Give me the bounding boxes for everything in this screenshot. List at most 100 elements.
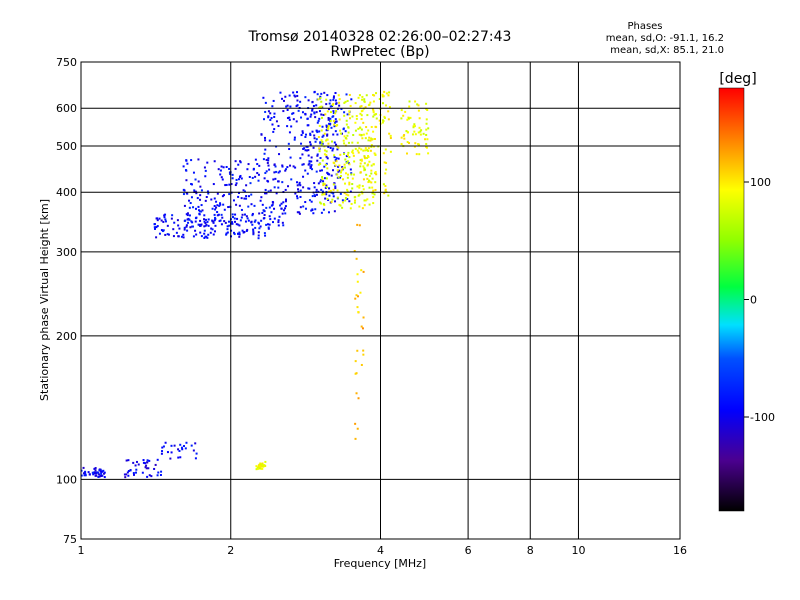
data-point xyxy=(221,178,224,181)
data-point xyxy=(205,223,208,226)
data-point xyxy=(203,166,206,169)
data-point xyxy=(353,173,356,176)
data-point xyxy=(307,99,310,102)
data-point xyxy=(302,175,305,178)
data-point xyxy=(425,122,428,125)
data-point xyxy=(327,145,330,148)
data-point xyxy=(142,459,145,462)
data-point xyxy=(425,107,428,110)
data-point xyxy=(359,171,362,174)
data-point xyxy=(324,163,327,166)
data-point xyxy=(290,178,293,181)
data-point xyxy=(307,187,310,190)
data-point xyxy=(310,164,313,167)
data-point xyxy=(163,216,166,219)
data-point xyxy=(322,182,325,185)
data-point xyxy=(226,225,229,228)
data-point xyxy=(347,126,350,129)
data-point xyxy=(273,186,276,189)
data-point xyxy=(311,168,314,171)
data-point xyxy=(296,184,299,187)
data-point xyxy=(185,213,188,216)
data-point xyxy=(179,443,182,446)
data-point xyxy=(98,475,101,478)
data-point xyxy=(326,94,329,97)
data-point xyxy=(343,163,346,166)
data-point xyxy=(413,130,416,133)
data-point xyxy=(135,460,138,463)
data-point xyxy=(273,207,276,210)
data-point xyxy=(339,171,342,174)
data-point xyxy=(196,197,199,200)
data-point xyxy=(146,459,149,462)
data-point xyxy=(329,189,332,192)
data-point xyxy=(261,463,264,466)
data-point xyxy=(145,464,148,467)
data-point xyxy=(351,183,354,186)
data-point xyxy=(414,100,417,103)
data-point xyxy=(313,182,316,185)
gridlines xyxy=(81,62,680,539)
data-point xyxy=(188,218,191,221)
data-point xyxy=(253,204,256,207)
data-point xyxy=(330,174,333,177)
data-point xyxy=(334,109,337,112)
data-point xyxy=(222,166,225,169)
data-point xyxy=(254,219,257,222)
data-point xyxy=(387,118,390,121)
data-point xyxy=(314,140,317,143)
data-point xyxy=(344,196,347,199)
data-point xyxy=(241,229,244,232)
data-point xyxy=(214,230,217,233)
data-point xyxy=(310,200,313,203)
data-point xyxy=(258,467,261,470)
data-point xyxy=(319,105,322,108)
data-point xyxy=(277,186,280,189)
x-tick-label: 6 xyxy=(465,544,472,557)
data-point xyxy=(382,95,385,98)
data-point xyxy=(320,188,323,191)
data-point xyxy=(277,219,280,222)
data-point xyxy=(156,219,159,222)
data-point xyxy=(361,109,364,112)
data-point xyxy=(268,206,271,209)
data-point xyxy=(301,163,304,166)
data-point xyxy=(277,171,280,174)
data-point xyxy=(316,154,319,157)
data-point xyxy=(263,177,266,180)
data-point xyxy=(372,163,375,166)
data-point xyxy=(96,471,99,474)
data-point xyxy=(312,212,315,215)
data-point xyxy=(318,110,321,113)
data-point xyxy=(306,172,309,175)
data-point xyxy=(185,192,188,195)
data-point xyxy=(238,231,241,234)
data-point xyxy=(267,157,270,160)
data-point xyxy=(369,101,372,104)
data-point xyxy=(289,164,292,167)
data-point xyxy=(403,137,406,140)
data-point xyxy=(213,219,216,222)
data-point xyxy=(325,186,328,189)
data-point xyxy=(194,178,197,181)
data-point xyxy=(233,233,236,236)
y-tick-label: 600 xyxy=(56,102,77,115)
data-point xyxy=(369,139,372,142)
data-point xyxy=(361,95,364,98)
data-point xyxy=(385,161,388,164)
data-point xyxy=(346,190,349,193)
data-point xyxy=(296,99,299,102)
data-point xyxy=(328,194,331,197)
data-point xyxy=(362,188,365,191)
data-point xyxy=(325,98,328,101)
data-point xyxy=(328,187,331,190)
data-point xyxy=(319,156,322,159)
data-point xyxy=(182,233,185,236)
data-point xyxy=(309,143,312,146)
data-point xyxy=(321,191,324,194)
data-point xyxy=(317,136,320,139)
data-point xyxy=(308,187,311,190)
data-point xyxy=(237,163,240,166)
data-point xyxy=(363,162,366,165)
data-point xyxy=(400,143,403,146)
